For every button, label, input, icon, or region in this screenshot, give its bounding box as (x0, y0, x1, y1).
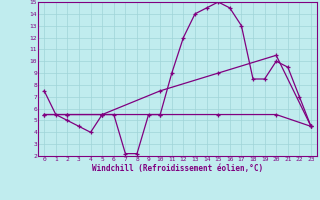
X-axis label: Windchill (Refroidissement éolien,°C): Windchill (Refroidissement éolien,°C) (92, 164, 263, 173)
